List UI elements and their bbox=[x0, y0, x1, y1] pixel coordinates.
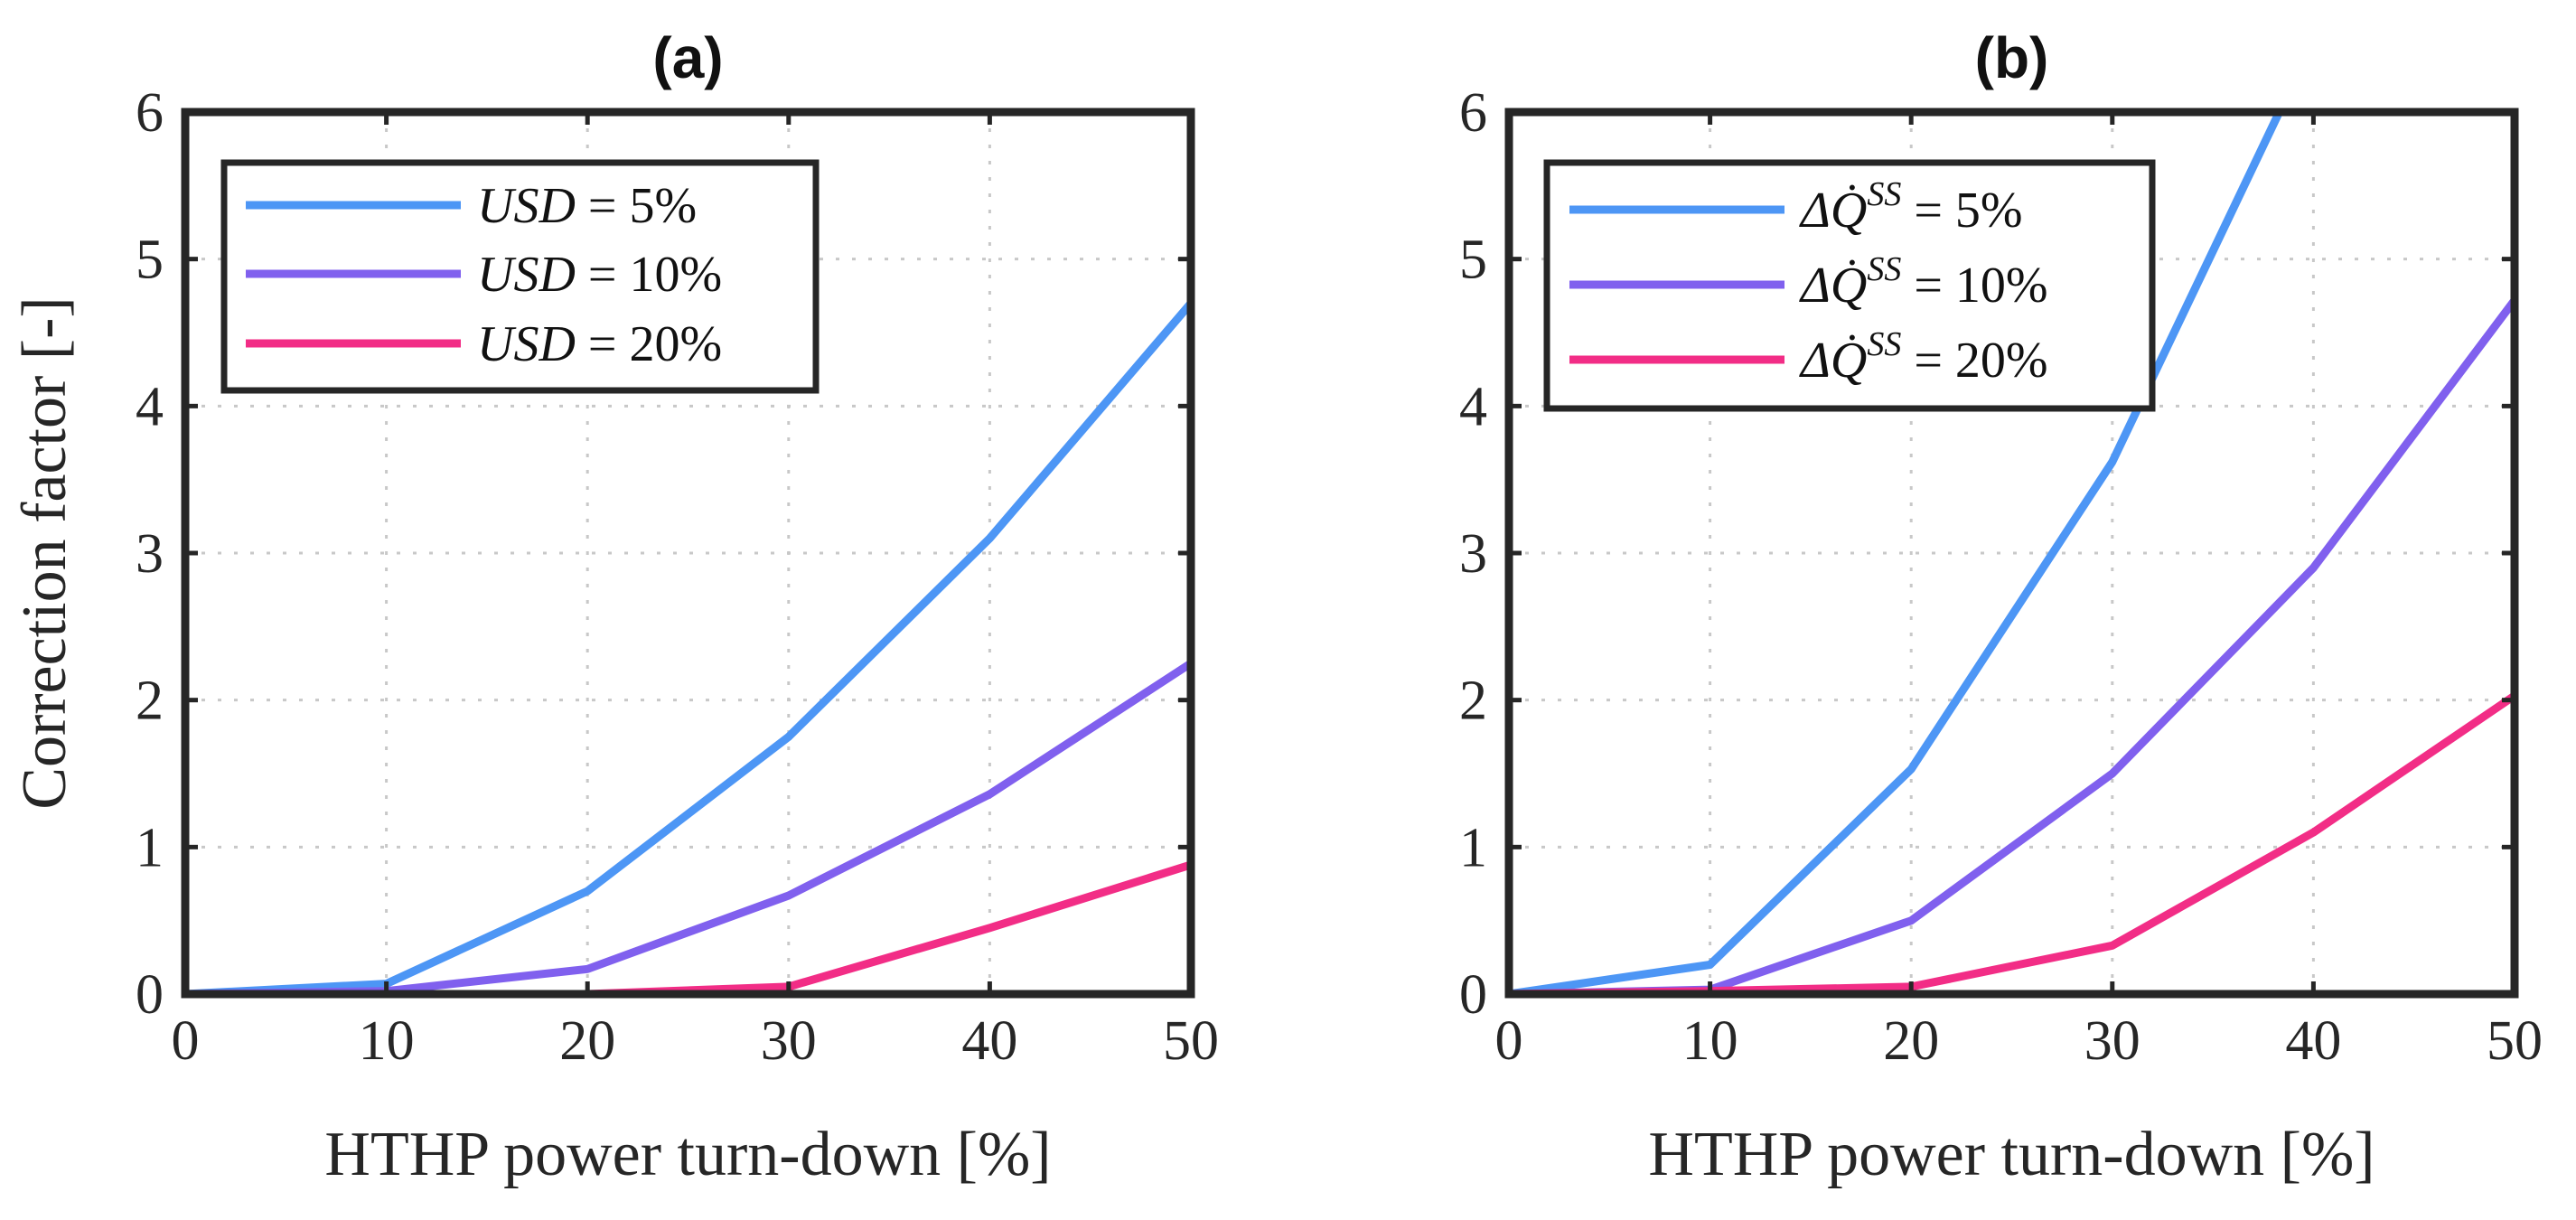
x-tick-label: 20 bbox=[1883, 1010, 1939, 1072]
x-tick-label: 20 bbox=[559, 1010, 615, 1072]
series-line-1 bbox=[184, 300, 1194, 999]
chart-title: (a) bbox=[652, 25, 723, 90]
axes-frame bbox=[1504, 108, 2519, 999]
y-tick-label: 2 bbox=[1459, 671, 1487, 732]
y-tick-label: 0 bbox=[136, 964, 164, 1026]
x-axis-label: HTHP power turn-down [%] bbox=[324, 1120, 1051, 1189]
x-axis-label: HTHP power turn-down [%] bbox=[1648, 1120, 2375, 1189]
y-tick-label: 5 bbox=[1459, 230, 1487, 291]
legend-label-2: USD = 10% bbox=[477, 247, 722, 303]
x-tick-label: 50 bbox=[1163, 1010, 1219, 1072]
y-tick-label: 2 bbox=[136, 671, 164, 732]
legend-label-1: ΔQ̇SS = 5% bbox=[1799, 175, 2023, 239]
legend: USD = 5% USD = 10% USD = 20% bbox=[220, 159, 820, 394]
x-tick-label: 40 bbox=[961, 1010, 1017, 1072]
chart-panel-a: 0 10 20 30 40 50 0 1 2 3 4 5 6 (a) HTHP power turn-dow… bbox=[10, 25, 1219, 1189]
y-tick-label: 3 bbox=[136, 523, 164, 585]
x-tick-label: 10 bbox=[359, 1010, 415, 1072]
x-tick-label: 0 bbox=[172, 1010, 200, 1072]
y-tick-label: 1 bbox=[1459, 817, 1487, 878]
x-tick-label: 30 bbox=[2084, 1010, 2140, 1072]
chart-title: (b) bbox=[1975, 25, 2049, 90]
chart-panel-b: 0 10 20 30 40 50 0 1 2 3 4 5 6 (b) HTHP power turn-dow… bbox=[1459, 25, 2543, 1189]
axes-frame bbox=[181, 108, 1195, 999]
y-tick-label: 3 bbox=[1459, 523, 1487, 585]
y-axis-label: Correction factor [-] bbox=[10, 296, 80, 810]
y-tick-label: 1 bbox=[136, 817, 164, 878]
x-tick-label: 30 bbox=[761, 1010, 817, 1072]
y-tick-label: 6 bbox=[1459, 82, 1487, 144]
x-tick-label: 50 bbox=[2487, 1010, 2543, 1072]
series-line-1 bbox=[1508, 110, 2283, 999]
y-tick-label: 0 bbox=[1459, 964, 1487, 1026]
legend-label-1: USD = 5% bbox=[477, 178, 697, 234]
x-tick-label: 10 bbox=[1682, 1010, 1738, 1072]
legend-label-2: ΔQ̇SS = 10% bbox=[1799, 250, 2048, 314]
x-tick-label: 0 bbox=[1495, 1010, 1523, 1072]
y-tick-label: 4 bbox=[1459, 376, 1487, 437]
legend-label-3: ΔQ̇SS = 20% bbox=[1799, 325, 2048, 389]
legend: ΔQ̇SS = 5% ΔQ̇SS = 10% ΔQ̇SS = 20% bbox=[1543, 159, 2156, 412]
y-tick-label: 6 bbox=[136, 82, 164, 144]
legend-label-3: USD = 20% bbox=[477, 316, 722, 372]
x-tick-label: 40 bbox=[2285, 1010, 2341, 1072]
legend-box bbox=[1543, 159, 2156, 412]
y-tick-label: 4 bbox=[136, 376, 164, 437]
y-tick-label: 5 bbox=[136, 230, 164, 291]
